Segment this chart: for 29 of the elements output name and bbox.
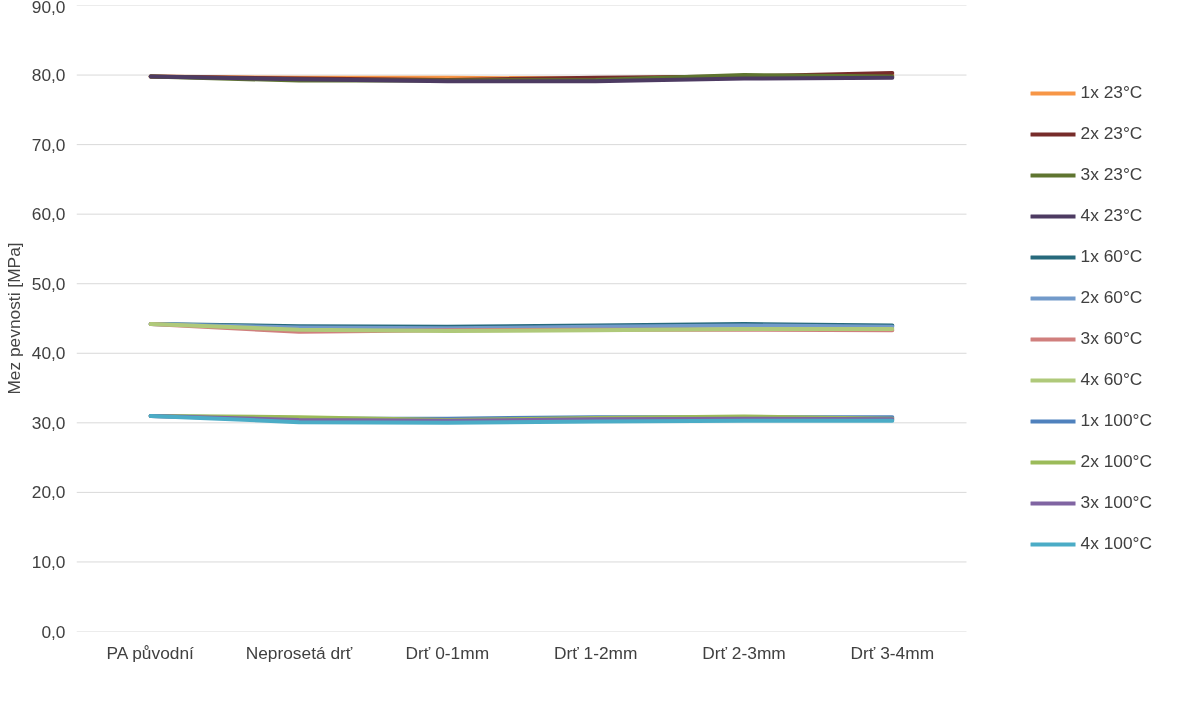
legend-label: 4x 100°C [1080, 533, 1152, 554]
y-tick-label: 70,0 [31, 134, 66, 155]
legend-label: 2x 100°C [1080, 451, 1152, 472]
y-tick-label: 90,0 [31, 0, 66, 17]
x-tick-label: Drť 0-1mm [405, 642, 490, 663]
y-tick-label: 30,0 [31, 412, 66, 433]
legend-label: 4x 60°C [1080, 369, 1143, 390]
x-tick-label: Drť 2-3mm [702, 642, 786, 663]
y-tick-label: 20,0 [31, 482, 66, 503]
legend-label: 4x 23°C [1080, 205, 1143, 226]
legend-label: 3x 23°C [1080, 164, 1143, 185]
legend-label: 3x 100°C [1080, 492, 1152, 513]
y-axis-title: Mez pevnosti [MPa] [3, 242, 24, 395]
legend-label: 1x 23°C [1080, 82, 1143, 103]
y-tick-label: 10,0 [31, 551, 66, 572]
y-tick-label: 50,0 [31, 273, 66, 294]
x-tick-label: PA původní [106, 642, 195, 663]
x-tick-label: Neprosetá drť [245, 642, 353, 663]
legend-label: 1x 100°C [1080, 410, 1152, 431]
legend-label: 2x 60°C [1080, 287, 1143, 308]
x-tick-label: Drť 3-4mm [850, 642, 935, 663]
y-tick-label: 80,0 [31, 65, 66, 86]
legend-label: 3x 60°C [1080, 328, 1143, 349]
legend-label: 1x 60°C [1080, 246, 1143, 267]
legend-label: 2x 23°C [1080, 123, 1143, 144]
y-tick-label: 40,0 [31, 343, 66, 364]
x-tick-label: Drť 1-2mm [553, 642, 638, 663]
y-tick-label: 0,0 [41, 621, 66, 642]
y-tick-label: 60,0 [31, 204, 66, 225]
